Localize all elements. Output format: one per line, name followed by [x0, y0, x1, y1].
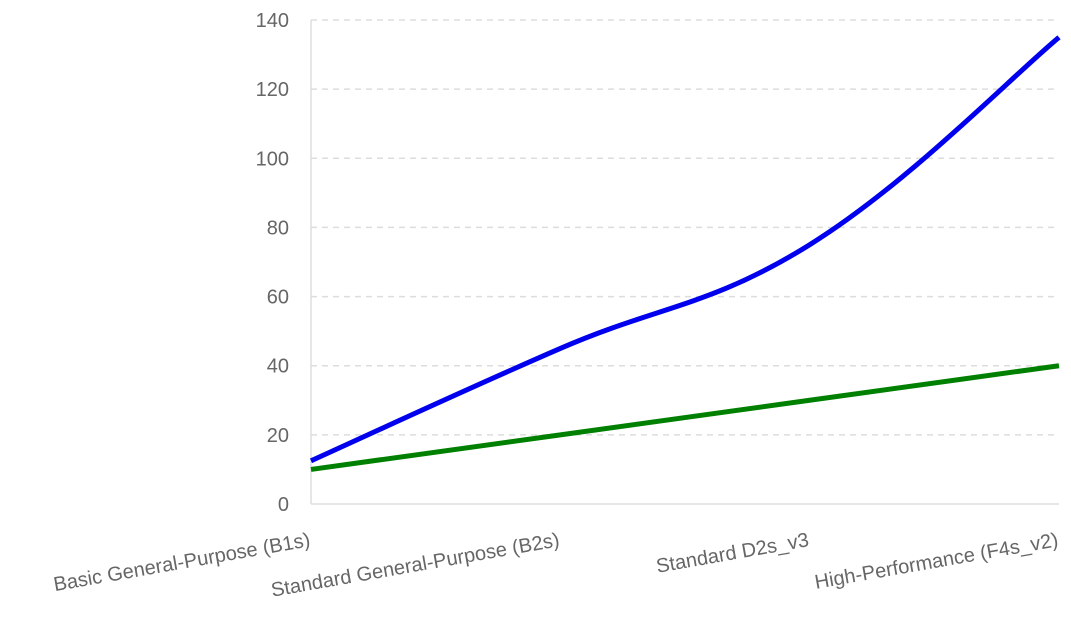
x-tick-label: Standard General-Purpose (B2s) [269, 529, 561, 601]
axes [310, 20, 1059, 505]
x-tick-label: Standard D2s_v3 [655, 529, 811, 578]
y-tick-label: 20 [267, 425, 289, 447]
x-axis-tick-labels: Basic General-Purpose (B1s)Standard Gene… [52, 529, 1060, 601]
y-tick-label: 100 [256, 148, 289, 170]
series-line-2 [310, 363, 1060, 472]
series-line-1 [309, 35, 1061, 464]
y-axis-tick-labels: 0 20 40 60 80 100 120 140 [256, 10, 289, 516]
y-tick-label: 120 [256, 79, 289, 101]
y-tick-label: 40 [267, 356, 289, 378]
y-tick-label: 0 [278, 494, 289, 516]
grid-lines [311, 19, 1059, 436]
x-tick-label: High-Performance (F4s_v2) [813, 529, 1060, 594]
y-tick-label: 80 [267, 217, 289, 239]
y-tick-label: 60 [267, 287, 289, 309]
y-tick-label: 140 [256, 10, 289, 32]
series-lines [309, 35, 1061, 472]
